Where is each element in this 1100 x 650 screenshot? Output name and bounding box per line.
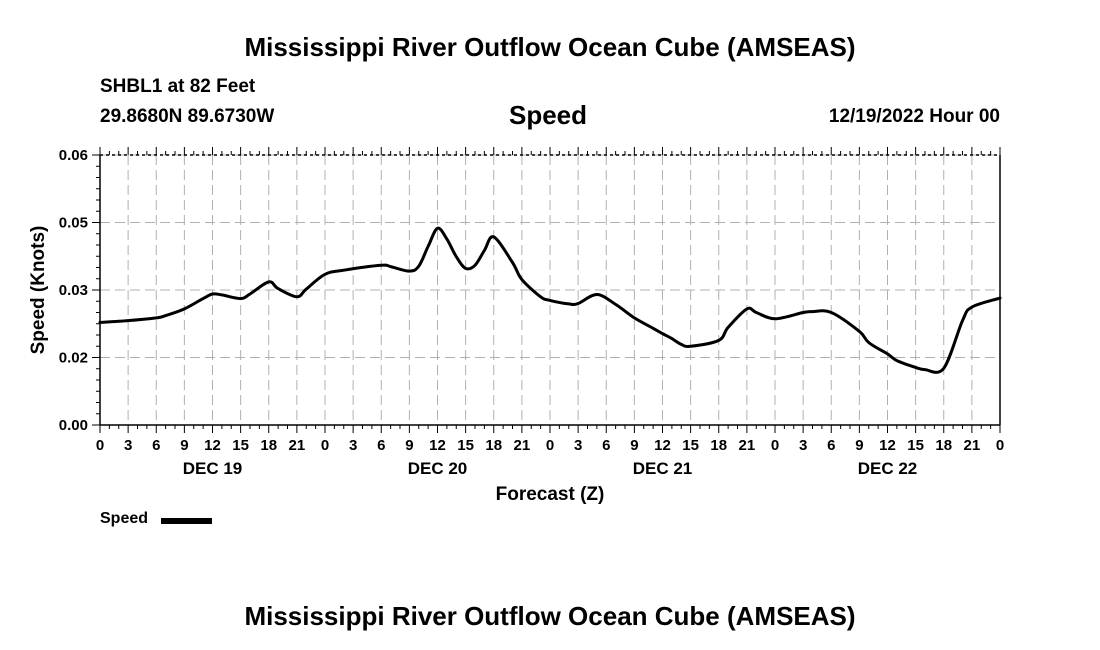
- station-label: SHBL1 at 82 Feet: [100, 76, 256, 97]
- legend-label: Speed: [100, 510, 149, 527]
- x-tick-label: 3: [124, 437, 132, 454]
- variable-title: Speed: [509, 100, 588, 130]
- x-tick-label: 6: [377, 437, 385, 454]
- y-tick-label: 0.02: [59, 350, 88, 367]
- x-tick-label: 0: [771, 437, 779, 454]
- x-tick-label: 6: [152, 437, 160, 454]
- x-tick-label: 18: [260, 437, 277, 454]
- day-label: DEC 19: [183, 459, 243, 478]
- x-tick-label: 0: [546, 437, 554, 454]
- legend-swatch: [161, 518, 212, 524]
- coordinates-label: 29.8680N 89.6730W: [100, 106, 275, 127]
- y-tick-label: 0.05: [59, 215, 88, 232]
- grid-lines: [100, 154, 1000, 425]
- x-tick-label: 15: [232, 437, 249, 454]
- day-label: DEC 22: [858, 459, 918, 478]
- x-tick-label: 6: [602, 437, 610, 454]
- x-tick-label: 12: [204, 437, 221, 454]
- issue-time-label: 12/19/2022 Hour 00: [828, 106, 1000, 127]
- chart-title: Mississippi River Outflow Ocean Cube (AM…: [244, 32, 856, 62]
- y-tick-label: 0.03: [59, 282, 88, 299]
- day-label: DEC 20: [408, 459, 468, 478]
- day-label: DEC 21: [633, 459, 693, 478]
- x-tick-label: 9: [630, 437, 638, 454]
- x-tick-label: 9: [180, 437, 188, 454]
- x-tick-label: 3: [574, 437, 582, 454]
- x-tick-label: 0: [321, 437, 329, 454]
- x-tick-label: 21: [289, 437, 306, 454]
- x-tick-label: 18: [935, 437, 952, 454]
- x-tick-label: 18: [710, 437, 727, 454]
- x-tick-label: 9: [405, 437, 413, 454]
- series-line-speed: [98, 226, 1002, 374]
- x-axis-title: Forecast (Z): [496, 484, 605, 505]
- x-tick-label: 18: [485, 437, 502, 454]
- series-layer: [98, 226, 1002, 374]
- x-tick-label: 0: [96, 437, 104, 454]
- x-tick-label: 3: [349, 437, 357, 454]
- axis-labels: 0 3 6 9 12 15 18 21 0 3 6 9 12 15 18 21 0 3 6 9 12 15 18 21 0 3 6 9…: [28, 147, 1004, 505]
- x-tick-label: 6: [827, 437, 835, 454]
- x-tick-label: 3: [799, 437, 807, 454]
- x-tick-label: 15: [907, 437, 924, 454]
- x-tick-label: 15: [457, 437, 474, 454]
- y-tick-label: 0.06: [59, 147, 88, 164]
- x-tick-label: 21: [739, 437, 756, 454]
- y-axis-title: Speed (Knots): [28, 226, 49, 355]
- axes: [92, 147, 1001, 433]
- x-tick-label: 12: [654, 437, 671, 454]
- x-tick-label: 9: [855, 437, 863, 454]
- x-tick-label: 12: [429, 437, 446, 454]
- x-tick-label: 21: [514, 437, 531, 454]
- y-tick-label: 0.00: [59, 417, 88, 434]
- footer-title: Mississippi River Outflow Ocean Cube (AM…: [244, 601, 856, 631]
- x-tick-label: 21: [964, 437, 981, 454]
- x-tick-label: 12: [879, 437, 896, 454]
- x-tick-label: 0: [996, 437, 1004, 454]
- x-tick-label: 15: [682, 437, 699, 454]
